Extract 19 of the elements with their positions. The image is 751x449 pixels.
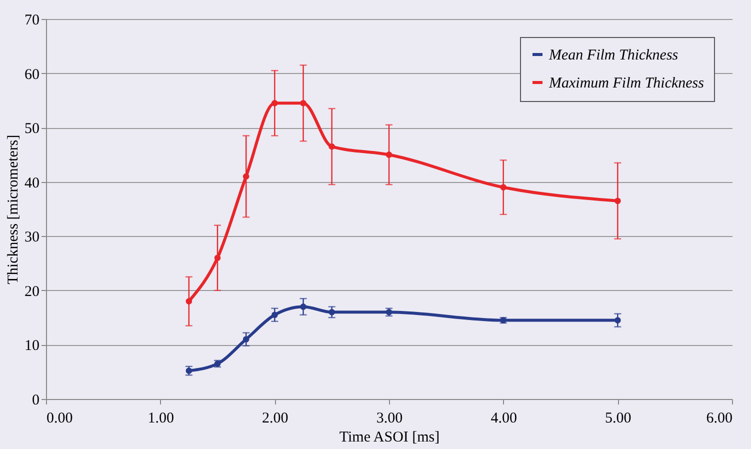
x-tick-label: 6.00: [706, 410, 732, 426]
x-axis-title: Time ASOI [ms]: [339, 430, 440, 446]
x-tick-label: 4.00: [490, 410, 517, 426]
y-tick-label: 30: [24, 230, 40, 246]
x-tick-label: 2.00: [262, 410, 288, 426]
legend-label: Maximum Film Thickness: [548, 76, 704, 92]
x-tick-label: 3.00: [376, 410, 403, 426]
x-tick-label: 5.00: [605, 410, 632, 426]
y-tick-label: 0: [32, 392, 40, 408]
x-tick-label: 1.00: [148, 410, 174, 426]
y-tick-label: 70: [24, 12, 40, 28]
y-tick-label: 10: [24, 338, 40, 354]
y-tick-label: 60: [24, 66, 40, 83]
y-tick-label: 20: [24, 284, 40, 300]
x-tick-label: 0.00: [46, 410, 73, 426]
y-tick-label: 40: [24, 175, 40, 192]
y-axis-title: Thickness [micrometers]: [6, 134, 22, 284]
y-tick-label: 50: [24, 121, 40, 138]
legend-label: Mean Film Thickness: [548, 48, 678, 64]
